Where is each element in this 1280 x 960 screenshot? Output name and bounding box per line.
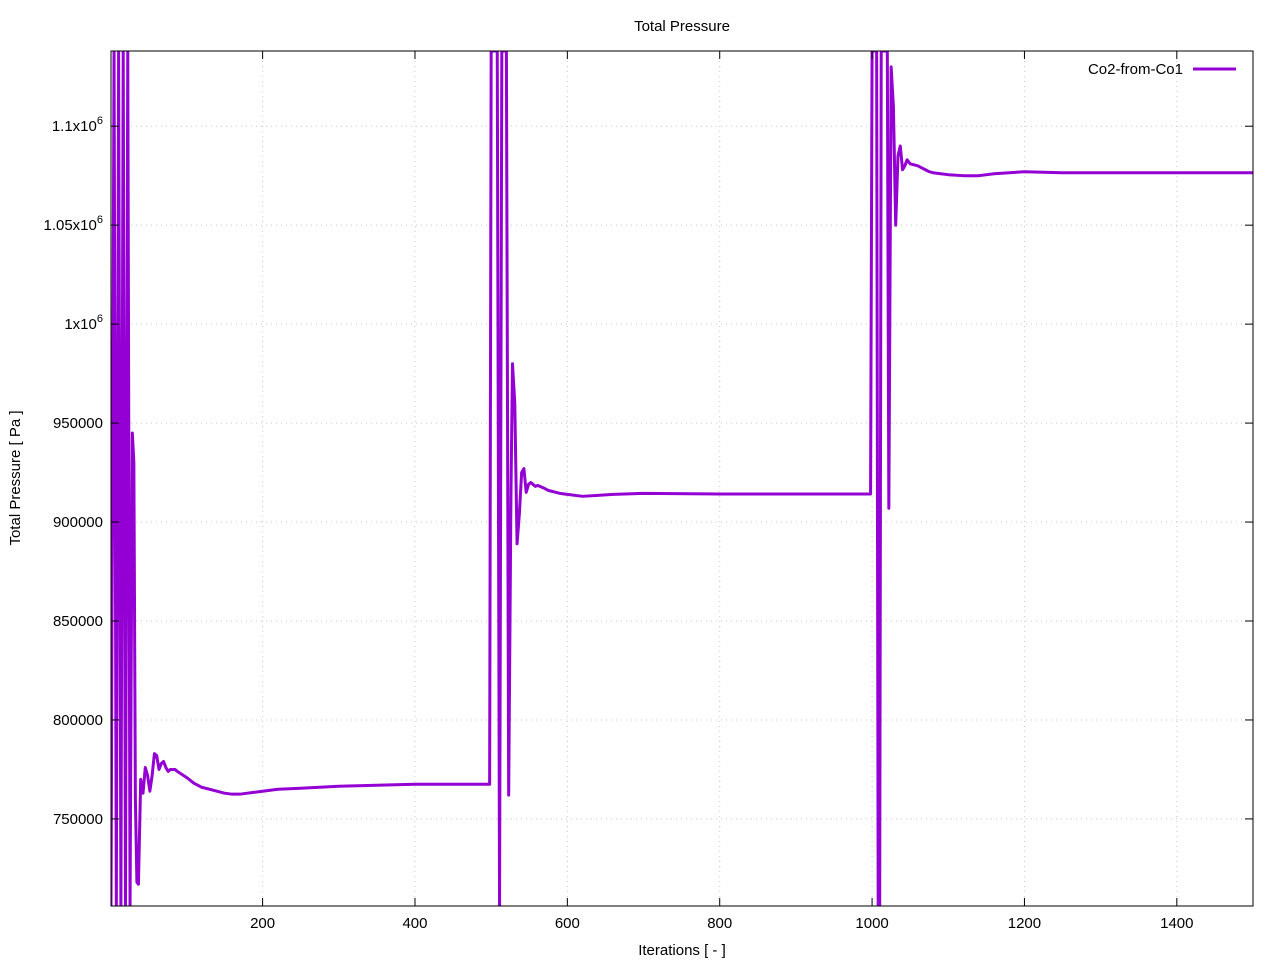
y-tick-label: 750000 (53, 811, 103, 828)
legend-label: Co2-from-Co1 (1088, 61, 1183, 78)
series-line (111, 51, 1253, 906)
grid (111, 51, 1253, 906)
y-tick-label-base: 1x10 (64, 316, 97, 333)
y-tick-label: 1.05x106 (43, 214, 103, 234)
y-tick-label: 950000 (53, 415, 103, 432)
x-tick-label: 1200 (1008, 915, 1041, 932)
plot-frame (110, 50, 1254, 907)
y-tick-label-base: 1.1x10 (52, 118, 97, 135)
x-tick-label: 800 (707, 915, 732, 932)
x-tick-label: 1400 (1160, 915, 1193, 932)
x-tick-label: 400 (402, 915, 427, 932)
y-tick-label: 800000 (53, 712, 103, 729)
y-axis-label: Total Pressure [ Pa ] (7, 410, 24, 545)
y-tick-label: 1x106 (64, 313, 103, 333)
y-tick-label: 1.1x106 (52, 115, 103, 135)
y-tick-label: 850000 (53, 613, 103, 630)
y-tick-label-exponent: 6 (97, 214, 103, 226)
y-tick-label-base: 1.05x10 (43, 217, 96, 234)
chart-title: Total Pressure (634, 18, 730, 35)
x-tick-label: 600 (555, 915, 580, 932)
x-axis-label: Iterations [ - ] (638, 942, 726, 959)
x-tick-label: 1000 (855, 915, 888, 932)
ticks: 200 400 600 800 1000 1200 1400 750000 800000 8500… (43, 51, 1253, 932)
x-tick-label: 200 (250, 915, 275, 932)
series-layer (111, 51, 1253, 906)
y-tick-label: 900000 (53, 514, 103, 531)
legend: Co2-from-Co1 (1088, 61, 1236, 78)
y-tick-label-exponent: 6 (97, 313, 103, 325)
y-tick-label-exponent: 6 (97, 115, 103, 127)
